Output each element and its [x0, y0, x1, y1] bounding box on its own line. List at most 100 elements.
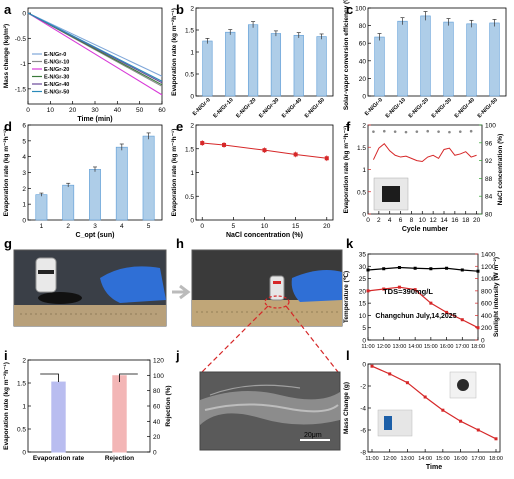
series-line-l: [371, 365, 497, 440]
xtick-label-b-3: E-N/Gr-30: [258, 97, 280, 119]
chart-l: 0 -2 -4 -6 -8 Mass Change (g) Time 11:00 12:00 13…: [343, 362, 503, 472]
y2label-f: NaCl concentration (%): [497, 134, 504, 206]
bar-d-1: [62, 184, 75, 221]
xtick-label-k-1: 12:00: [377, 344, 391, 350]
arrow-right-axis-icon: [119, 373, 138, 382]
bar-d-2: [89, 169, 101, 221]
point-f-3: [404, 130, 408, 134]
ytick-label-b-4: 2: [190, 6, 194, 13]
xtick-label-b-0: E-N/Gr-0: [192, 97, 212, 117]
point-k-1-0: [366, 289, 370, 293]
xtick-label-f-10: 20: [473, 217, 481, 224]
point-k-0-5: [445, 266, 449, 270]
legend-entry-a-0: E-N/Gr-0: [44, 52, 66, 58]
bar-i-0: [51, 381, 66, 453]
ytick-label-a-3: -1.5: [15, 86, 27, 93]
ytick-right-label-f-1: 84: [485, 194, 493, 201]
bar-b-1: [225, 31, 236, 97]
xtick-label-e-1: 5: [232, 223, 236, 230]
xlabel-a: Time (min): [77, 116, 112, 123]
xtick-label-b-4: E-N/Gr-40: [281, 97, 303, 119]
ytick-label-k-3: 15: [359, 301, 367, 308]
ytick-right-label-k-3: 600: [481, 301, 492, 308]
ytick-right-label-k-6: 1200: [481, 264, 496, 271]
xtick-label-a-5: 50: [136, 107, 144, 114]
xtick-label-k-7: 18:00: [471, 344, 485, 350]
bar-d-3: [115, 146, 128, 221]
ytick-label-b-3: 1.5: [185, 28, 194, 35]
ytick-label-d-1: 1: [22, 202, 26, 209]
inset-evaporator-f: [382, 186, 400, 202]
ytick-label-l-3: -6: [360, 428, 366, 435]
xtick-label-f-2: 4: [388, 217, 392, 224]
xtick-label-e-3: 15: [292, 223, 300, 230]
panel-label-d: d: [4, 119, 12, 134]
xtick-label-d-2: 3: [93, 223, 97, 230]
ylabel-f: Evaporation rate (kg m⁻²h⁻¹): [343, 126, 350, 214]
point-f-5: [426, 129, 430, 133]
ytick-label-k-6: 30: [359, 264, 367, 271]
point-f-4: [415, 130, 419, 133]
point-e-0: [200, 141, 205, 146]
ytick-label-k-1: 5: [362, 325, 366, 332]
plot-frame-l: [367, 363, 501, 453]
ytick-right-label-i-4: 80: [153, 388, 161, 395]
panel-label-j: j: [175, 348, 180, 363]
xtick-label-a-3: 30: [91, 107, 99, 114]
ytick-right-label-k-7: 1400: [481, 252, 496, 259]
bar-c-4: [466, 23, 477, 97]
xtick-label-f-7: 14: [440, 217, 448, 224]
xtick-label-k-3: 14:00: [408, 344, 422, 350]
point-e-1: [222, 142, 227, 147]
point-f-6: [437, 130, 440, 133]
xtick-label-a-6: 60: [158, 107, 166, 114]
xtick-label-l-7: 18:00: [489, 456, 503, 462]
xtick-label-k-6: 17:00: [455, 344, 469, 350]
xtick-label-l-4: 15:00: [436, 456, 450, 462]
legend-entry-a-4: E-N/Gr-40: [44, 82, 69, 88]
inset-device-l: [384, 416, 392, 430]
point-l-6: [476, 428, 480, 432]
ytick-label-c-2: 40: [359, 58, 367, 65]
xtick-label-c-2: E-N/Gr-20: [408, 97, 430, 119]
xtick-label-f-1: 2: [377, 217, 381, 224]
ylabel-k: Temperature (℃): [342, 271, 350, 323]
photo-g-evaporator-handheld: [13, 249, 167, 327]
point-k-1-4: [429, 301, 433, 305]
point-l-2: [405, 381, 409, 385]
xtick-label-a-1: 10: [47, 107, 55, 114]
series-line-k-0: [367, 266, 479, 272]
ytick-right-label-f-0: 80: [485, 212, 493, 219]
bar-c-1: [397, 20, 408, 97]
xtick-label-c-4: E-N/Gr-40: [454, 97, 476, 119]
ytick-label-k-5: 25: [359, 276, 367, 283]
plot-frame-b: [195, 7, 334, 97]
ytick-label-e-0: 0: [190, 218, 194, 225]
xtick-label-e-2: 10: [261, 223, 269, 230]
ytick-label-i-4: 2: [22, 358, 26, 365]
xtick-label-f-0: 0: [366, 217, 370, 224]
xtick-label-b-5: E-N/Gr-50: [304, 97, 326, 119]
point-k-0-7: [476, 269, 480, 273]
panel-label-g: g: [4, 236, 12, 251]
ylabel-c: Solar-vapor conversion efficiency (%): [343, 0, 350, 110]
ytick-label-k-7: 35: [359, 252, 367, 259]
xtick-label-c-5: E-N/Gr-50: [477, 97, 499, 119]
ytick-label-c-0: 0: [362, 94, 366, 101]
ytick-label-c-5: 100: [355, 6, 366, 13]
xtick-label-l-1: 12:00: [383, 456, 397, 462]
ytick-right-label-k-2: 400: [481, 313, 492, 320]
point-l-5: [459, 419, 463, 423]
point-k-0-3: [413, 266, 417, 270]
ytick-label-d-0: 0: [22, 218, 26, 225]
bar-b-2: [247, 24, 259, 97]
bar-c-2: [420, 15, 431, 97]
xtick-label-l-5: 16:00: [454, 456, 468, 462]
point-l-1: [388, 372, 392, 376]
chart-k: 0 5 10 15 20 25 30 35 0 200 400 600 800 1000 1200 1400 T…: [342, 252, 500, 351]
ytick-right-label-k-4: 800: [481, 288, 492, 295]
ytick-right-label-f-4: 96: [485, 140, 493, 147]
legend-entry-a-5: E-N/Gr-50: [44, 90, 69, 96]
ytick-label-i-1: 0.5: [17, 427, 26, 434]
